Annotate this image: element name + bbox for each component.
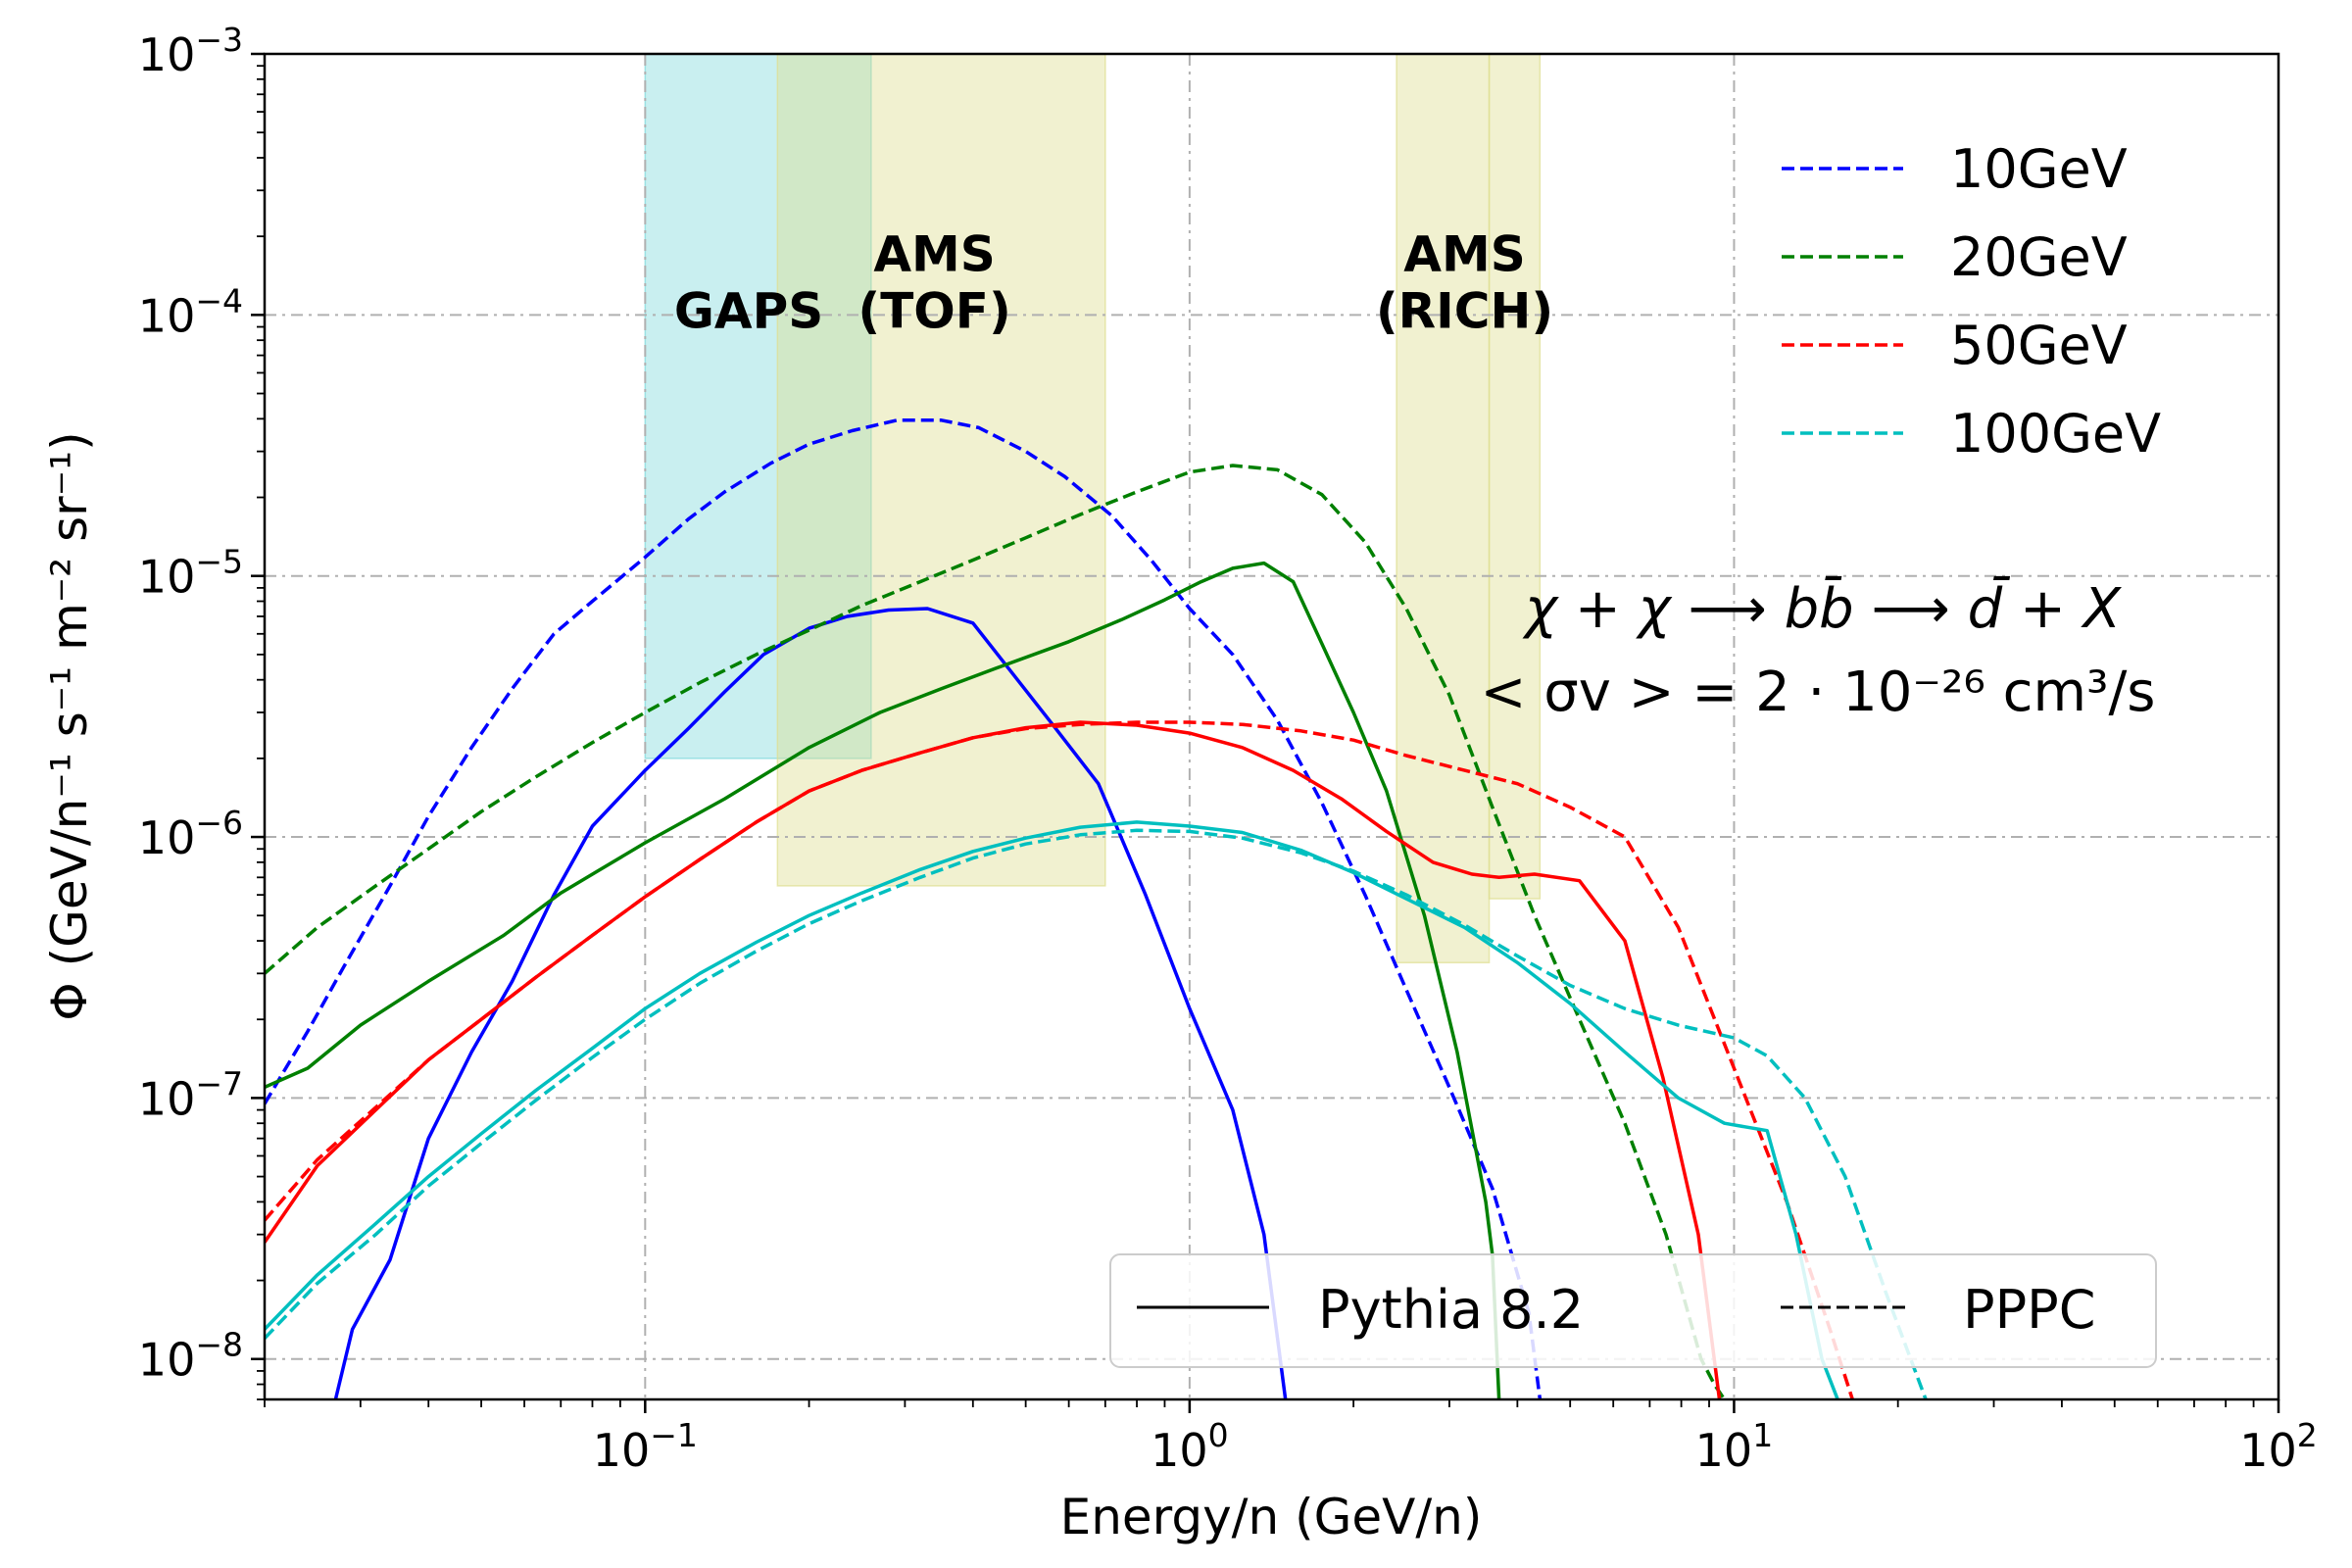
legend-label-100gev: 100GeV bbox=[1950, 403, 2161, 465]
reaction-equation: χ + χ ⟶ bb̄ ⟶ d̄ + X bbox=[1522, 577, 2123, 641]
style-legend: Pythia 8.2 PPPC bbox=[1109, 1253, 2157, 1368]
band-label: AMS bbox=[873, 225, 995, 282]
tick-label: 10−8 bbox=[138, 1326, 243, 1387]
detector-band bbox=[1488, 54, 1542, 900]
axis-ticks: 10−1 100 101 102 10−8 10−7 10−6 10−5 10−4 10−3 bbox=[138, 21, 2318, 1477]
tick-label: 101 bbox=[1695, 1416, 1774, 1477]
data-series bbox=[265, 418, 1928, 1399]
band-label: AMS bbox=[1403, 225, 1525, 282]
style-label-dashed: PPPC bbox=[1963, 1279, 2095, 1341]
legend-label-20gev: 20GeV bbox=[1950, 226, 2128, 288]
style-legend-box bbox=[1109, 1253, 2157, 1368]
detector-band bbox=[1396, 54, 1491, 964]
series-line-100gev-dashed bbox=[265, 828, 1928, 1399]
cross-section-equation: < σv > = 2 · 10⁻²⁶ cm³/s bbox=[1481, 661, 2156, 724]
series-line-20gev-solid bbox=[265, 561, 1501, 1399]
detector-bands bbox=[644, 54, 1542, 964]
x-axis-title: Energy/n (GeV/n) bbox=[1060, 1489, 1483, 1545]
tick-label: 10−5 bbox=[138, 543, 243, 604]
band-label: GAPS bbox=[674, 282, 823, 339]
reaction-annotation: χ + χ ⟶ bb̄ ⟶ d̄ + X < σv > = 2 · 10⁻²⁶ … bbox=[1481, 577, 2156, 724]
style-label-solid: Pythia 8.2 bbox=[1318, 1279, 1584, 1341]
grid bbox=[265, 54, 2278, 1399]
detector-band bbox=[644, 54, 872, 760]
tick-label: 10−6 bbox=[138, 804, 243, 864]
tick-label: 10−1 bbox=[593, 1416, 698, 1477]
tick-label: 10−7 bbox=[138, 1064, 243, 1125]
energy-legend: 10GeV 20GeV 50GeV 100GeV bbox=[1782, 138, 2161, 465]
tick-label: 102 bbox=[2239, 1416, 2318, 1477]
series-line-10gev-solid bbox=[333, 607, 1288, 1399]
tick-label: 10−3 bbox=[138, 21, 243, 81]
series-line-50gev-dashed bbox=[265, 720, 1854, 1399]
plot-frame bbox=[263, 52, 2280, 1401]
detector-band bbox=[776, 54, 1106, 887]
band-label: (RICH) bbox=[1376, 282, 1553, 339]
tick-label: 100 bbox=[1151, 1416, 1229, 1477]
series-line-100gev-solid bbox=[265, 820, 1839, 1399]
series-line-20gev-dashed bbox=[265, 464, 1727, 1399]
legend-label-10gev: 10GeV bbox=[1950, 138, 2128, 200]
legend-label-50gev: 50GeV bbox=[1950, 315, 2128, 376]
band-label: (TOF) bbox=[858, 282, 1010, 339]
y-axis-title: Φ (GeV/n⁻¹ s⁻¹ m⁻² sr⁻¹) bbox=[41, 431, 98, 1020]
series-line-10gev-dashed bbox=[265, 418, 1543, 1399]
tick-label: 10−4 bbox=[138, 281, 243, 342]
